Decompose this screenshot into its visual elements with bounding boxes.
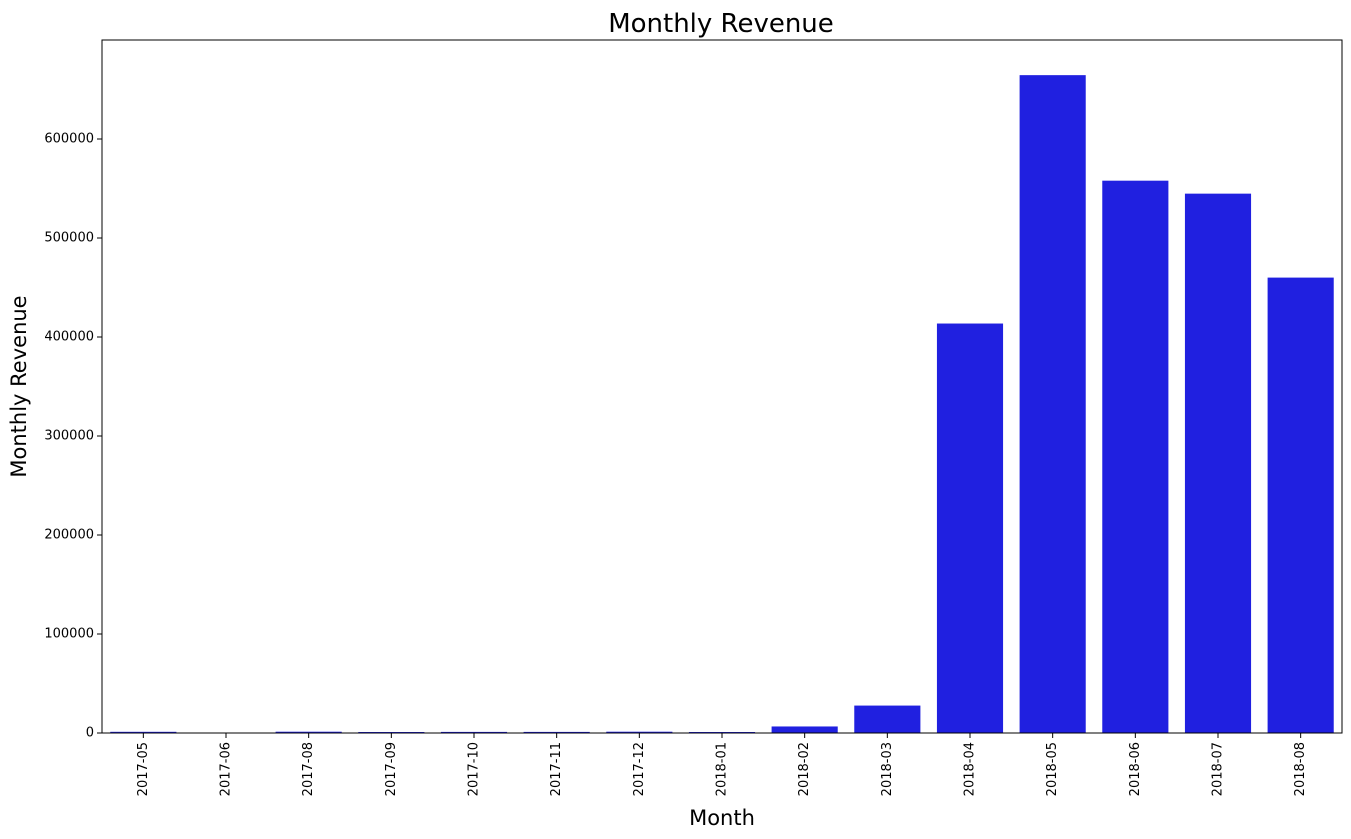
bar-2018-06 xyxy=(1102,180,1169,733)
bar-2017-12 xyxy=(606,731,673,733)
x-tick-label: 2018-05 xyxy=(1045,742,1060,796)
bar-2018-08 xyxy=(1267,277,1334,733)
bar-2017-08 xyxy=(275,731,342,733)
y-axis: 0 100000 200000 300000 400000 500000 600000 xyxy=(44,132,102,741)
x-tick-label: 2018-08 xyxy=(1293,742,1308,796)
chart-title: Monthly Revenue xyxy=(608,9,834,39)
x-axis: 2017-05 2017-06 2017-08 2017-09 2017-10 2017-… xyxy=(136,733,1308,796)
bar-2017-10 xyxy=(440,731,508,733)
x-tick-label: 2017-05 xyxy=(136,742,151,796)
x-tick-label: 2018-06 xyxy=(1128,742,1143,796)
x-tick-label: 2017-12 xyxy=(632,742,647,796)
bar-2018-05 xyxy=(1019,75,1086,733)
y-tick-label: 600000 xyxy=(44,132,94,147)
y-tick-label: 400000 xyxy=(44,330,94,345)
y-tick-label: 200000 xyxy=(44,528,94,543)
x-tick-label: 2017-11 xyxy=(549,742,564,796)
bar-2018-04 xyxy=(936,323,1004,733)
y-tick-label: 300000 xyxy=(44,429,94,444)
y-tick-label: 0 xyxy=(86,726,94,741)
x-tick-label: 2017-09 xyxy=(384,742,399,796)
bar-2018-03 xyxy=(854,705,921,733)
bar-2018-07 xyxy=(1184,193,1252,733)
bar-2018-02 xyxy=(771,726,838,733)
bar-2017-05 xyxy=(110,731,177,733)
x-tick-label: 2018-07 xyxy=(1211,742,1226,796)
y-tick-label: 100000 xyxy=(44,627,94,642)
y-axis-title: Monthly Revenue xyxy=(7,295,31,477)
x-axis-title: Month xyxy=(689,806,755,830)
x-tick-label: 2018-03 xyxy=(880,742,895,796)
bars-layer xyxy=(110,75,1334,733)
x-tick-label: 2018-04 xyxy=(963,742,978,796)
x-tick-label: 2017-10 xyxy=(467,742,482,796)
x-tick-label: 2017-08 xyxy=(301,742,316,796)
x-tick-label: 2017-06 xyxy=(219,742,234,796)
bar-2017-11 xyxy=(523,731,590,733)
y-tick-label: 500000 xyxy=(44,231,94,246)
x-tick-label: 2018-01 xyxy=(715,742,730,796)
x-tick-label: 2018-02 xyxy=(797,742,812,796)
